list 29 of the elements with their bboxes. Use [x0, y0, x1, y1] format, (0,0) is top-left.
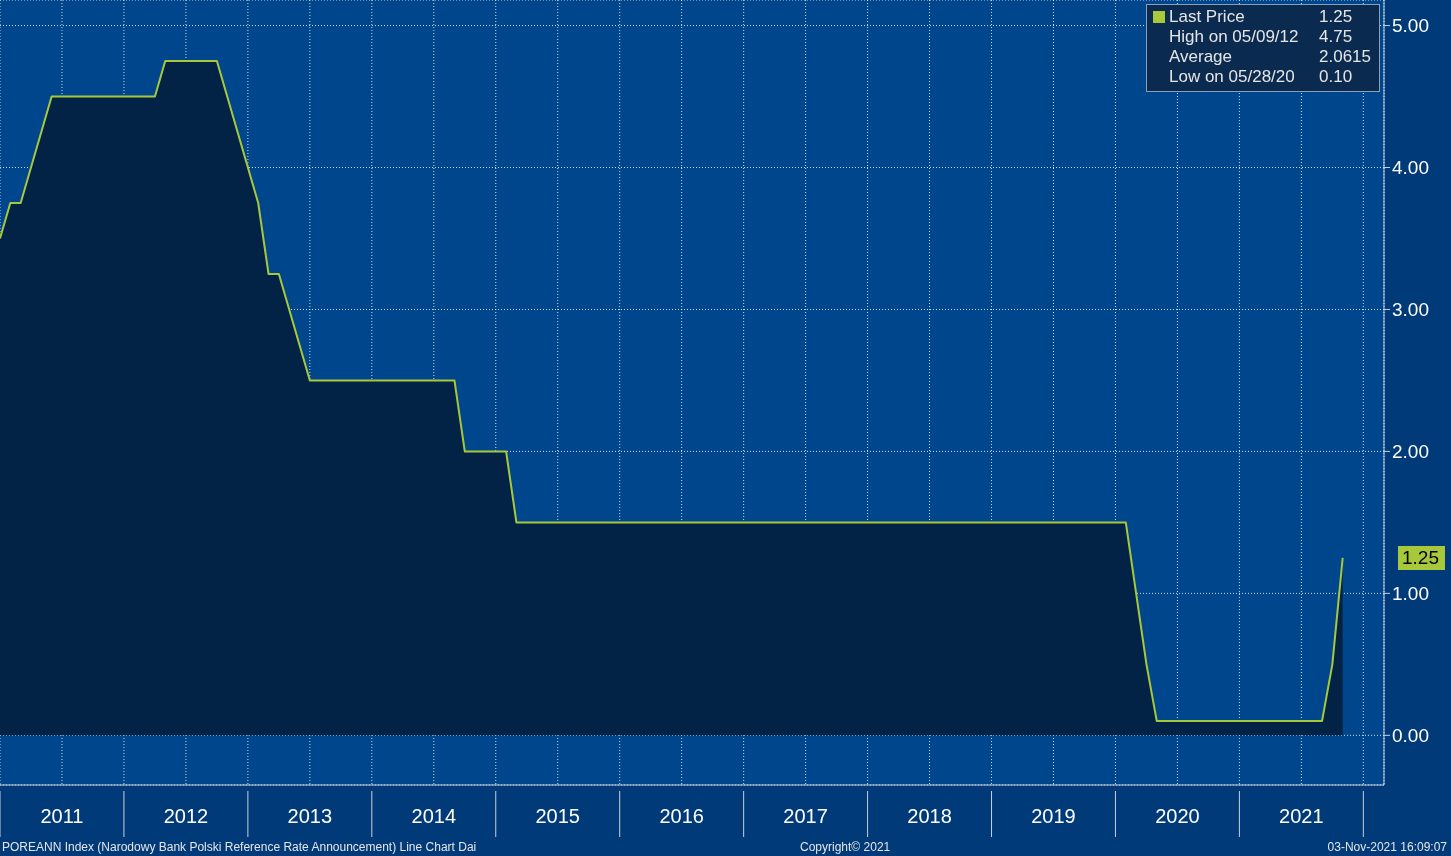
x-tick-label: 2019 — [1031, 805, 1076, 827]
annotation: 1.25 — [1319, 7, 1353, 27]
y-tick-label: 0.00 — [1392, 725, 1429, 747]
legend-label: Last Price — [1169, 7, 1246, 27]
text: Copyright© 2021 — [800, 840, 891, 854]
y-tick-label: 2.00 — [1392, 441, 1429, 463]
annotation: 2.0615 — [1319, 47, 1371, 67]
y-tick-label: 4.00 — [1392, 157, 1429, 179]
text: 03-Nov-2021 16:09:07 — [1327, 840, 1447, 854]
x-tick-label: 2020 — [1155, 805, 1200, 827]
x-tick-label: 2015 — [535, 805, 580, 827]
y-tick-label: 1.00 — [1392, 583, 1429, 605]
y-tick-label: 3.00 — [1392, 299, 1429, 321]
x-tick-label: 2021 — [1279, 805, 1324, 827]
x-tick-label: 2013 — [287, 805, 333, 827]
annotation: High on 05/09/12 — [1169, 27, 1300, 47]
annotation: 0.10 — [1319, 67, 1353, 87]
text: POREANN Index (Narodowy Bank Polski Reference Rate Announcement) Line Chart Dai — [2, 840, 477, 854]
text: 1.25 — [1398, 545, 1445, 570]
x-tick-label: 2018 — [907, 805, 952, 827]
y-tick-label: 5.00 — [1392, 15, 1429, 37]
x-tick-label: 2011 — [40, 805, 84, 827]
annotation: Average — [1169, 47, 1233, 67]
x-tick-label: 2012 — [163, 805, 209, 827]
x-tick-label: 2016 — [659, 805, 704, 827]
annotation: Low on 05/28/20 — [1169, 67, 1296, 87]
x-tick-label: 2014 — [411, 805, 457, 827]
annotation: 4.75 — [1319, 27, 1353, 47]
x-tick-label: 2017 — [783, 805, 828, 827]
